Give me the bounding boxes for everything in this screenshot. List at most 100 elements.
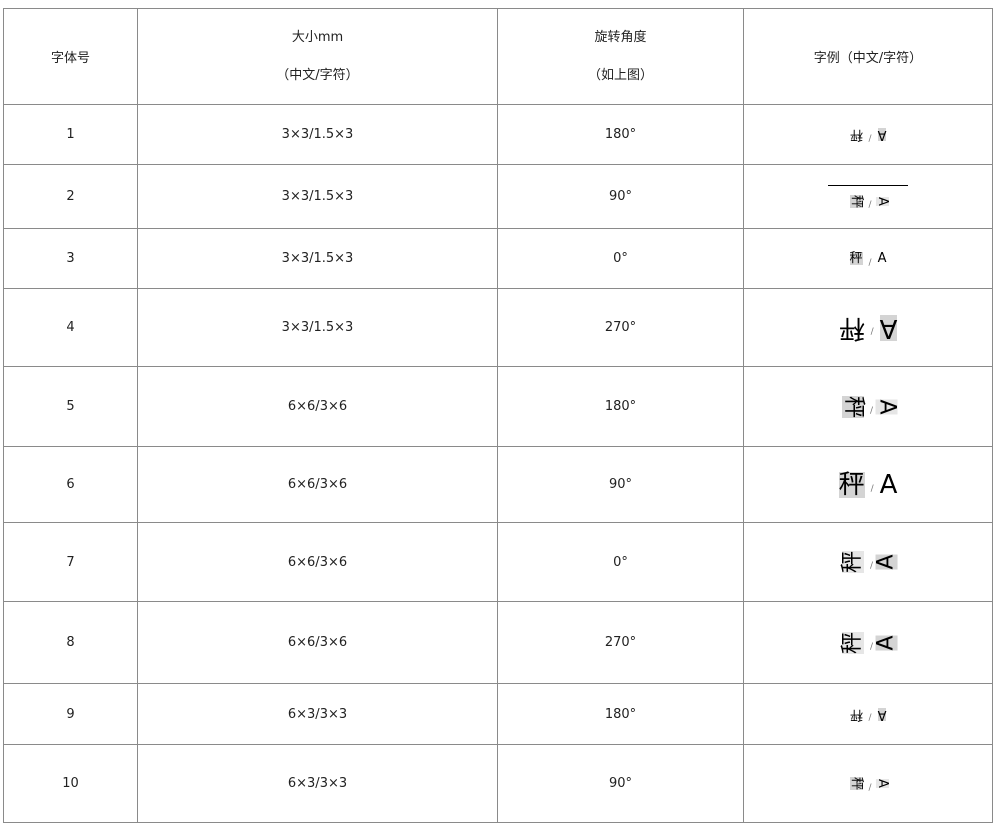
header-size-note: （中文/字符） [276, 67, 359, 83]
example-cn-glyph: 秤 [848, 776, 864, 791]
example-cn-glyph: 秤 [848, 194, 864, 208]
example-glyphs: 秤 / A [849, 251, 887, 268]
example-glyphs: 秤 / A [848, 776, 890, 793]
example-separator: / [868, 782, 872, 793]
example-separator: / [870, 483, 874, 494]
size-cell: 3×3/1.5×3 [137, 288, 498, 367]
header-angle: 旋转角度 （如上图） [497, 8, 744, 105]
table-row: 7 6×6/3×6 0° 秤 / A [3, 522, 993, 602]
example-cell: 秤 / A [743, 228, 993, 289]
example-cell: 秤 / A [743, 164, 993, 229]
overline [828, 184, 908, 186]
example-latin-glyph: A [873, 634, 899, 651]
header-angle-title: 旋转角度 [594, 29, 647, 45]
header-angle-note: （如上图） [587, 67, 653, 83]
example-glyphs: 秤 / A [849, 127, 887, 144]
example-glyphs: 秤 / A [839, 550, 899, 574]
example-separator: / [868, 257, 872, 268]
size-cell: 3×3/1.5×3 [137, 228, 498, 289]
table-row: 2 3×3/1.5×3 90° 秤 / A [3, 164, 993, 229]
example-glyphs: 秤 / A [838, 312, 898, 343]
table-row: 6 6×6/3×6 90° 秤 / A [3, 446, 993, 523]
example-separator: / [869, 405, 873, 416]
example-cell: 秤 / A [743, 288, 993, 367]
example-separator: / [870, 326, 874, 337]
example-cell: 秤 / A [743, 601, 993, 684]
angle-cell: 0° [497, 228, 744, 289]
example-cell: 秤 / A [743, 683, 993, 745]
header-size: 大小mm （中文/字符） [137, 8, 498, 105]
table-row: 5 6×6/3×6 180° 秤 / A [3, 366, 993, 447]
font-no-cell: 2 [3, 164, 138, 229]
angle-cell: 90° [497, 164, 744, 229]
example-latin-glyph: A [874, 779, 890, 788]
size-cell: 6×6/3×6 [137, 366, 498, 447]
example-cn-glyph: 秤 [849, 706, 863, 722]
table-row: 1 3×3/1.5×3 180° 秤 / A [3, 104, 993, 165]
font-no-cell: 10 [3, 744, 138, 823]
example-cn-glyph: 秤 [839, 631, 865, 654]
example-latin-glyph: A [877, 706, 887, 722]
example-glyphs: 秤 / A [839, 631, 899, 654]
size-cell: 6×3/3×3 [137, 683, 498, 745]
size-cell: 3×3/1.5×3 [137, 104, 498, 165]
size-cell: 6×6/3×6 [137, 601, 498, 684]
example-cell: 秤 / A [743, 744, 993, 823]
font-no-cell: 3 [3, 228, 138, 289]
example-latin-glyph: A [873, 554, 899, 570]
size-cell: 6×6/3×6 [137, 522, 498, 602]
header-example: 字例（中文/字符） [743, 8, 993, 105]
table-row: 4 3×3/1.5×3 270° 秤 / A [3, 288, 993, 367]
angle-cell: 180° [497, 104, 744, 165]
table-row: 3 3×3/1.5×3 0° 秤 / A [3, 228, 993, 289]
font-spec-table: 字体号 大小mm （中文/字符） 旋转角度 （如上图） 字例（中文/字符） 1 3×… [3, 8, 993, 823]
example-separator: / [868, 713, 872, 723]
header-row: 字体号 大小mm （中文/字符） 旋转角度 （如上图） 字例（中文/字符） [3, 8, 993, 105]
example-glyphs: 秤 / A [848, 194, 890, 210]
example-separator: / [868, 133, 872, 144]
example-separator: / [869, 641, 873, 652]
example-cell: 秤 / A [743, 522, 993, 602]
font-no-cell: 1 [3, 104, 138, 165]
header-font-no: 字体号 [3, 8, 138, 105]
size-cell: 6×3/3×3 [137, 744, 498, 823]
angle-cell: 270° [497, 288, 744, 367]
size-cell: 3×3/1.5×3 [137, 164, 498, 229]
example-separator: / [868, 200, 872, 210]
example-cn-glyph: 秤 [840, 395, 866, 418]
angle-cell: 180° [497, 683, 744, 745]
example-glyphs: 秤 / A [840, 395, 900, 418]
angle-cell: 180° [497, 366, 744, 447]
font-no-cell: 5 [3, 366, 138, 447]
example-cn-glyph: 秤 [838, 469, 865, 500]
example-cn-glyph: 秤 [849, 127, 863, 142]
header-size-title: 大小mm [291, 29, 344, 45]
example-latin-glyph: A [877, 251, 887, 266]
example-latin-glyph: A [877, 127, 887, 142]
font-no-cell: 7 [3, 522, 138, 602]
font-no-cell: 8 [3, 601, 138, 684]
angle-cell: 90° [497, 744, 744, 823]
angle-cell: 270° [497, 601, 744, 684]
example-separator: / [869, 561, 873, 571]
example-cell: 秤 / A [743, 446, 993, 523]
example-cell: 秤 / A [743, 104, 993, 165]
angle-cell: 0° [497, 522, 744, 602]
example-cn-glyph: 秤 [839, 550, 865, 574]
example-latin-glyph: A [874, 398, 900, 415]
example-cn-glyph: 秤 [838, 312, 865, 343]
font-no-cell: 6 [3, 446, 138, 523]
example-cell: 秤 / A [743, 366, 993, 447]
example-latin-glyph: A [879, 312, 898, 343]
example-latin-glyph: A [874, 196, 890, 206]
table-row: 10 6×3/3×3 90° 秤 / A [3, 744, 993, 823]
table-row: 8 6×6/3×6 270° 秤 / A [3, 601, 993, 684]
font-no-cell: 9 [3, 683, 138, 745]
table-row: 9 6×3/3×3 180° 秤 / A [3, 683, 993, 745]
angle-cell: 90° [497, 446, 744, 523]
example-cn-glyph: 秤 [849, 251, 863, 266]
size-cell: 6×6/3×6 [137, 446, 498, 523]
example-glyphs: 秤 / A [838, 469, 898, 500]
example-glyphs: 秤 / A [849, 706, 887, 723]
example-latin-glyph: A [879, 469, 898, 500]
